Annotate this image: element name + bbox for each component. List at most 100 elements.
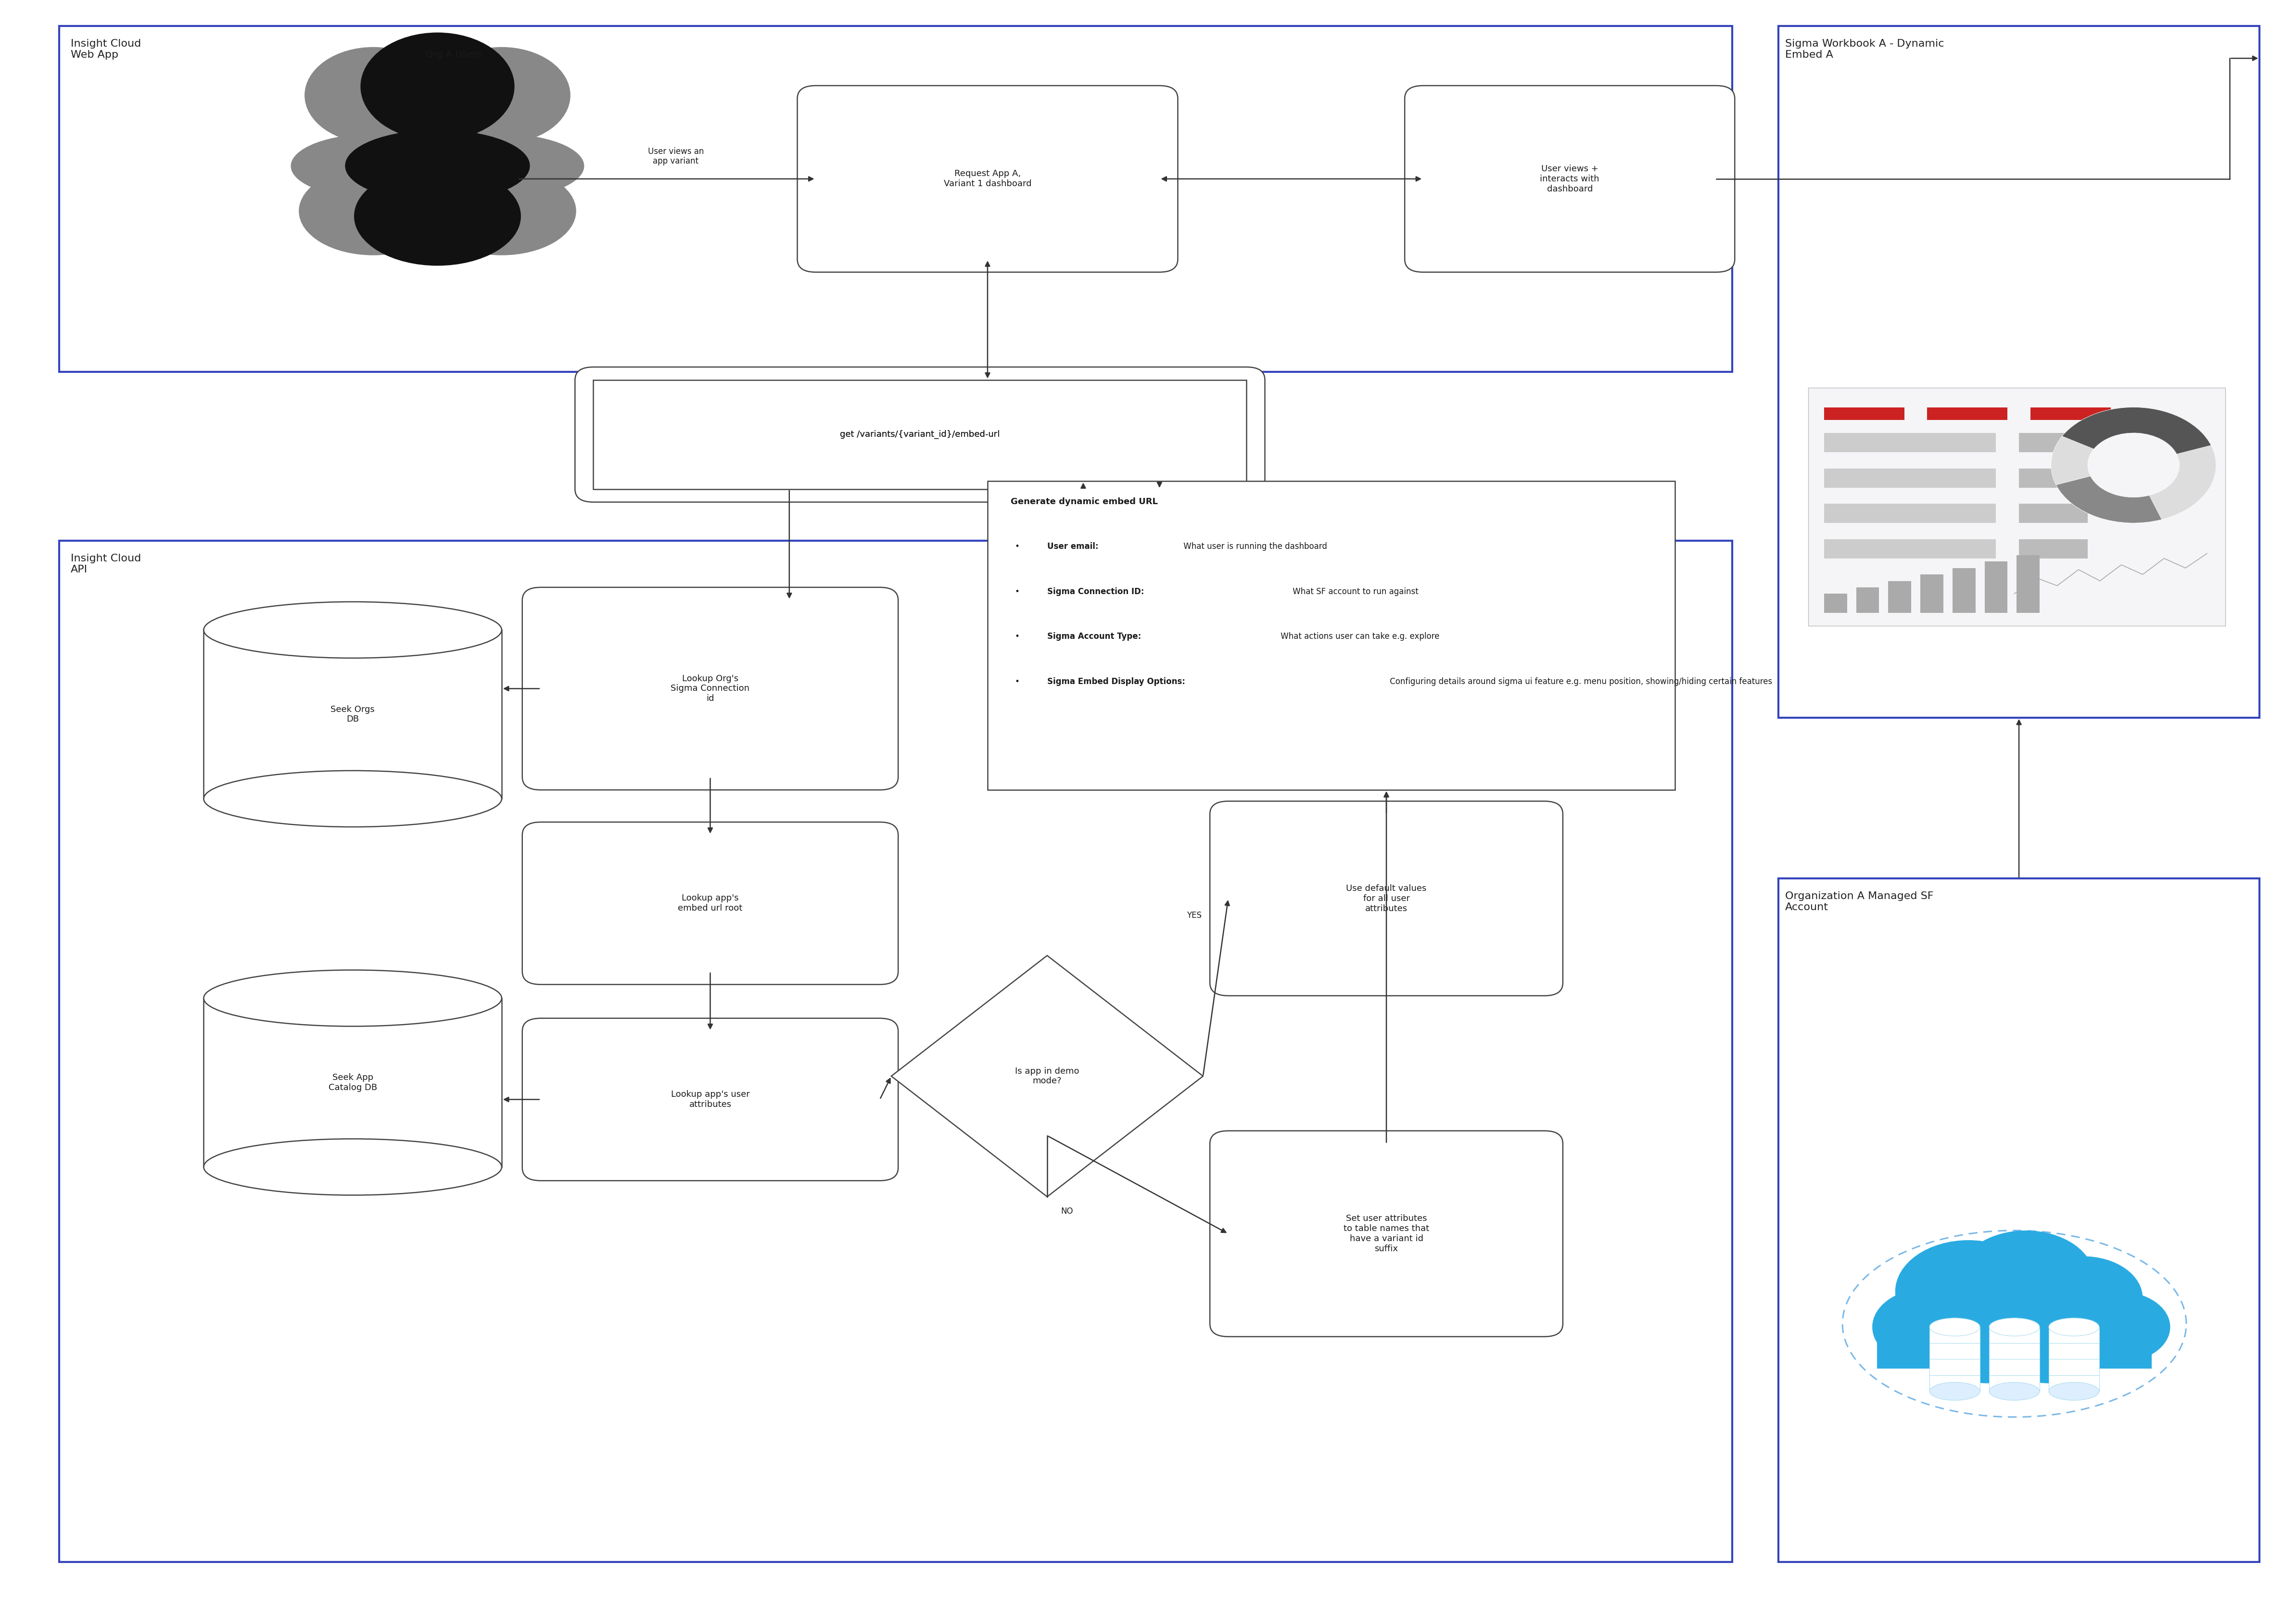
Text: Seek Orgs
DB: Seek Orgs DB xyxy=(331,704,374,724)
Text: Insight Cloud
Web App: Insight Cloud Web App xyxy=(71,39,140,60)
Wedge shape xyxy=(2055,476,2163,522)
Text: •: • xyxy=(1015,587,1022,596)
Bar xyxy=(987,482,1676,790)
Bar xyxy=(1988,1327,2039,1391)
FancyBboxPatch shape xyxy=(797,85,1178,272)
Text: User views +
interacts with
dashboard: User views + interacts with dashboard xyxy=(1541,164,1600,193)
Text: Lookup app's user
attributes: Lookup app's user attributes xyxy=(670,1090,748,1109)
Bar xyxy=(204,998,501,1167)
Wedge shape xyxy=(2050,408,2216,522)
Bar xyxy=(1984,561,2007,613)
Circle shape xyxy=(2069,1291,2170,1362)
Ellipse shape xyxy=(292,134,457,198)
Bar xyxy=(1823,593,1846,613)
Bar xyxy=(1887,580,1910,613)
FancyBboxPatch shape xyxy=(521,822,898,985)
Polygon shape xyxy=(891,956,1203,1196)
FancyBboxPatch shape xyxy=(1210,801,1564,996)
Text: Is app in demo
mode?: Is app in demo mode? xyxy=(1015,1067,1079,1085)
Bar xyxy=(1855,587,1878,613)
Ellipse shape xyxy=(344,129,530,202)
Bar xyxy=(60,26,1733,372)
Text: Use default values
for all user
attributes: Use default values for all user attribut… xyxy=(1345,883,1426,912)
Bar xyxy=(2016,555,2039,613)
Text: Request App A,
Variant 1 dashboard: Request App A, Variant 1 dashboard xyxy=(944,169,1031,189)
Circle shape xyxy=(1936,1312,2037,1383)
Ellipse shape xyxy=(204,771,501,827)
Text: Sigma Account Type:: Sigma Account Type: xyxy=(1047,632,1141,642)
Circle shape xyxy=(1998,1312,2099,1383)
Bar xyxy=(2030,408,2110,421)
Text: Set user attributes
to table names that
have a variant id
suffix: Set user attributes to table names that … xyxy=(1343,1214,1428,1253)
Circle shape xyxy=(434,47,569,143)
Text: get /variants/{variant_id}/embed-url: get /variants/{variant_id}/embed-url xyxy=(840,430,999,438)
Text: Sigma Embed Display Options:: Sigma Embed Display Options: xyxy=(1047,677,1185,687)
Text: What SF account to run against: What SF account to run against xyxy=(1290,587,1419,596)
Bar xyxy=(2048,1327,2099,1391)
Text: Sigma Connection ID:: Sigma Connection ID: xyxy=(1047,587,1143,596)
FancyBboxPatch shape xyxy=(1210,1130,1564,1336)
Text: What actions user can take e.g. explore: What actions user can take e.g. explore xyxy=(1279,632,1440,642)
Text: Organization A Managed SF
Account: Organization A Managed SF Account xyxy=(1786,891,1933,912)
Text: Seek App
Catalog DB: Seek App Catalog DB xyxy=(328,1074,377,1091)
Text: User email:: User email: xyxy=(1047,542,1097,551)
FancyBboxPatch shape xyxy=(521,587,898,790)
Ellipse shape xyxy=(204,601,501,658)
Text: YES: YES xyxy=(1187,911,1201,920)
Text: NO: NO xyxy=(1061,1207,1072,1215)
Bar xyxy=(2018,469,2087,487)
Ellipse shape xyxy=(2048,1383,2099,1401)
Bar xyxy=(1929,1327,1979,1391)
Text: Lookup app's
embed url root: Lookup app's embed url root xyxy=(677,895,742,912)
Text: •: • xyxy=(1015,677,1022,687)
Bar xyxy=(204,630,501,800)
Circle shape xyxy=(2023,1256,2142,1340)
Text: Generate dynamic embed URL: Generate dynamic embed URL xyxy=(1010,496,1157,506)
Ellipse shape xyxy=(1929,1383,1979,1401)
Ellipse shape xyxy=(298,166,448,255)
Bar xyxy=(1926,408,2007,421)
Text: Insight Cloud
API: Insight Cloud API xyxy=(71,553,140,574)
Ellipse shape xyxy=(204,970,501,1027)
Text: get /variants/{variant_id}/embed-url: get /variants/{variant_id}/embed-url xyxy=(840,430,999,438)
Bar xyxy=(1823,538,1995,558)
Bar xyxy=(1807,388,2225,625)
Circle shape xyxy=(360,32,514,140)
Text: Lookup Org's
Sigma Connection
id: Lookup Org's Sigma Connection id xyxy=(670,674,751,703)
Ellipse shape xyxy=(354,166,521,266)
Bar xyxy=(1779,26,2259,717)
Text: What user is running the dashboard: What user is running the dashboard xyxy=(1180,542,1327,551)
FancyBboxPatch shape xyxy=(574,368,1265,501)
Text: •: • xyxy=(1015,542,1022,551)
Circle shape xyxy=(305,47,443,143)
Circle shape xyxy=(1871,1288,1981,1365)
Ellipse shape xyxy=(204,1138,501,1194)
Text: User views an
app variant: User views an app variant xyxy=(647,147,705,166)
Ellipse shape xyxy=(1929,1319,1979,1336)
Bar xyxy=(1823,434,1995,453)
Bar xyxy=(2018,434,2087,453)
Circle shape xyxy=(1956,1230,2094,1327)
Text: Configuring details around sigma ui feature e.g. menu position, showing/hiding c: Configuring details around sigma ui feat… xyxy=(1387,677,1773,687)
Bar xyxy=(1823,469,1995,487)
Bar xyxy=(2018,538,2087,558)
FancyBboxPatch shape xyxy=(1405,85,1736,272)
Text: •: • xyxy=(1015,632,1022,642)
Ellipse shape xyxy=(2048,1319,2099,1336)
Ellipse shape xyxy=(1988,1383,2039,1401)
Bar xyxy=(592,380,1247,488)
Ellipse shape xyxy=(1988,1319,2039,1336)
Bar xyxy=(1876,1317,2151,1369)
Bar xyxy=(60,540,1733,1562)
FancyBboxPatch shape xyxy=(521,1019,898,1180)
Bar xyxy=(1823,408,1903,421)
Wedge shape xyxy=(2062,408,2211,455)
Text: Org A Users: Org A Users xyxy=(425,50,482,60)
Circle shape xyxy=(1894,1240,2041,1343)
Bar xyxy=(1823,503,1995,522)
Text: Sigma Workbook A - Dynamic
Embed A: Sigma Workbook A - Dynamic Embed A xyxy=(1786,39,1945,60)
Bar xyxy=(1919,574,1942,613)
Ellipse shape xyxy=(427,166,576,255)
Bar xyxy=(1779,879,2259,1562)
Bar xyxy=(1952,567,1975,613)
